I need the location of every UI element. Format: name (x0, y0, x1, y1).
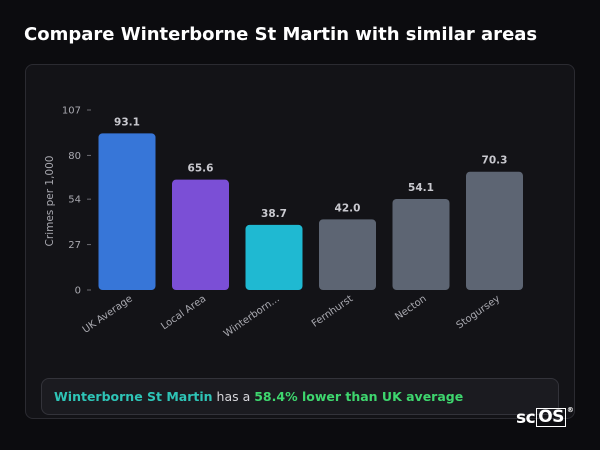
bar (319, 219, 376, 290)
logo-part2: OS (536, 407, 566, 427)
y-tick-label: 27 (68, 240, 81, 251)
logo-registered-mark: ® (566, 406, 574, 414)
bar (172, 179, 229, 290)
x-tick-label: Winterborn... (222, 293, 282, 339)
bar (466, 171, 523, 290)
page-title: Compare Winterborne St Martin with simil… (24, 24, 538, 45)
bar-chart: 0 27 54 80 107 93.1 65.6 38.7 42.0 54.1 70.3 UK A… (44, 106, 523, 340)
summary-middle-text: has a (212, 389, 255, 404)
scos-logo: sc OS ® (516, 406, 574, 428)
bar-value-label: 38.7 (261, 208, 287, 220)
bar (245, 224, 303, 290)
bar-value-label: 54.1 (408, 182, 434, 194)
x-tick-label: Stogursey (455, 293, 503, 331)
bar-value-label: 70.3 (482, 155, 508, 167)
y-tick-label: 107 (62, 106, 81, 117)
y-tick-label: 54 (68, 195, 81, 206)
x-tick-label: Fernhurst (310, 293, 355, 329)
x-tick-label: Local Area (159, 293, 208, 332)
x-tick-label: Necton (393, 293, 428, 322)
x-tick-label: UK Average (81, 293, 135, 335)
summary-box: Winterborne St Martin has a 58.4% lower … (41, 378, 559, 415)
y-axis: 0 27 54 80 107 (62, 106, 91, 297)
summary-comparison: 58.4% lower than UK average (254, 389, 464, 404)
bars: 93.1 65.6 38.7 42.0 54.1 70.3 (98, 116, 523, 290)
y-tick-label: 0 (75, 286, 81, 297)
bar-value-label: 42.0 (335, 202, 361, 214)
bar-value-label: 65.6 (188, 163, 214, 175)
y-tick-label: 80 (68, 151, 81, 162)
bar (98, 133, 156, 290)
x-axis: UK Average Local Area Winterborn... Fernhur… (81, 293, 502, 339)
bar (392, 198, 450, 290)
logo-part1: sc (516, 408, 536, 428)
summary-area-name: Winterborne St Martin (54, 389, 213, 404)
y-axis-label: Crimes per 1,000 (44, 156, 56, 247)
bar-value-label: 93.1 (114, 116, 140, 128)
